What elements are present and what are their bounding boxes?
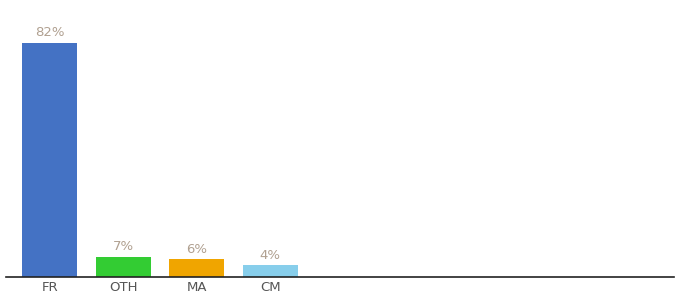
Text: 6%: 6% [186,243,207,256]
Bar [22,43,78,277]
Bar [169,260,224,277]
Text: 7%: 7% [113,240,134,253]
Text: 4%: 4% [260,249,281,262]
Text: 82%: 82% [35,26,65,39]
Bar [243,265,298,277]
Bar [96,256,151,277]
